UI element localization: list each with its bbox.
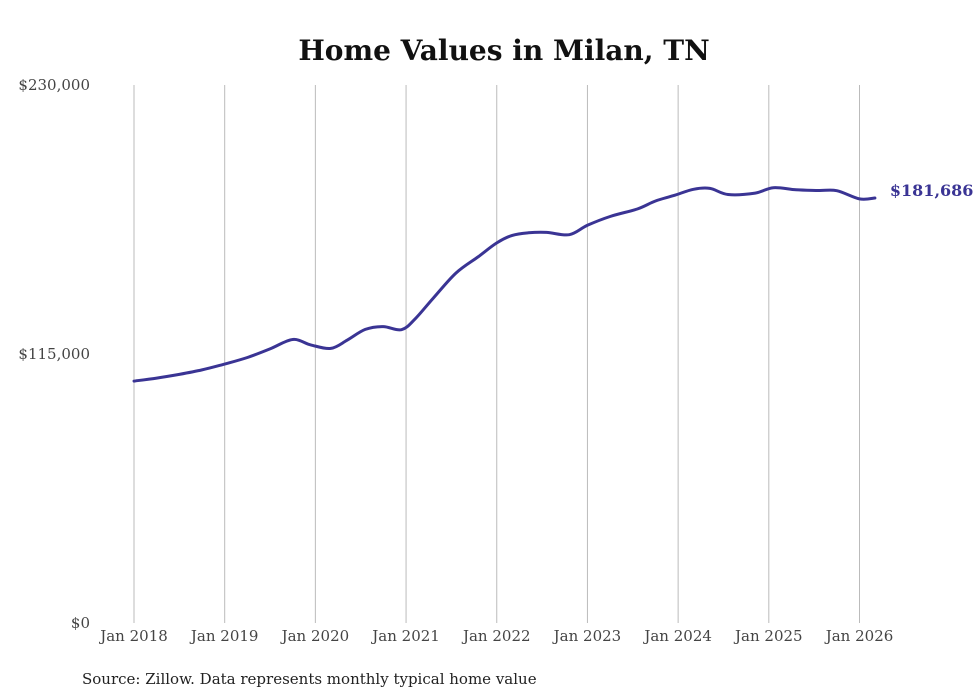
x-tick-label: Jan 2018 bbox=[98, 627, 168, 645]
x-tick-label: Jan 2025 bbox=[733, 627, 803, 645]
y-tick-label: $230,000 bbox=[18, 76, 90, 94]
series-layer: $181,686 bbox=[132, 181, 974, 383]
x-tick-label: Jan 2024 bbox=[642, 627, 712, 645]
y-tick-label: $115,000 bbox=[18, 345, 90, 363]
x-tick-label: Jan 2022 bbox=[461, 627, 531, 645]
gridlines bbox=[133, 85, 860, 623]
x-tick-label: Jan 2026 bbox=[824, 627, 894, 645]
x-tick-label: Jan 2020 bbox=[280, 627, 350, 645]
end-value-label: $181,686 bbox=[890, 181, 974, 200]
chart-title: Home Values in Milan, TN bbox=[298, 34, 709, 67]
y-axis-ticks: $0 $115,000 $230,000 bbox=[18, 76, 90, 632]
x-axis-ticks: Jan 2018 Jan 2019 Jan 2020 Jan 2021 Jan 2022… bbox=[98, 627, 893, 645]
series-line-0 bbox=[132, 186, 877, 383]
x-tick-label: Jan 2019 bbox=[189, 627, 259, 645]
source-note: Source: Zillow. Data represents monthly … bbox=[82, 670, 537, 688]
x-tick-label: Jan 2021 bbox=[370, 627, 440, 645]
y-tick-label: $0 bbox=[71, 614, 90, 632]
x-tick-label: Jan 2023 bbox=[552, 627, 622, 645]
